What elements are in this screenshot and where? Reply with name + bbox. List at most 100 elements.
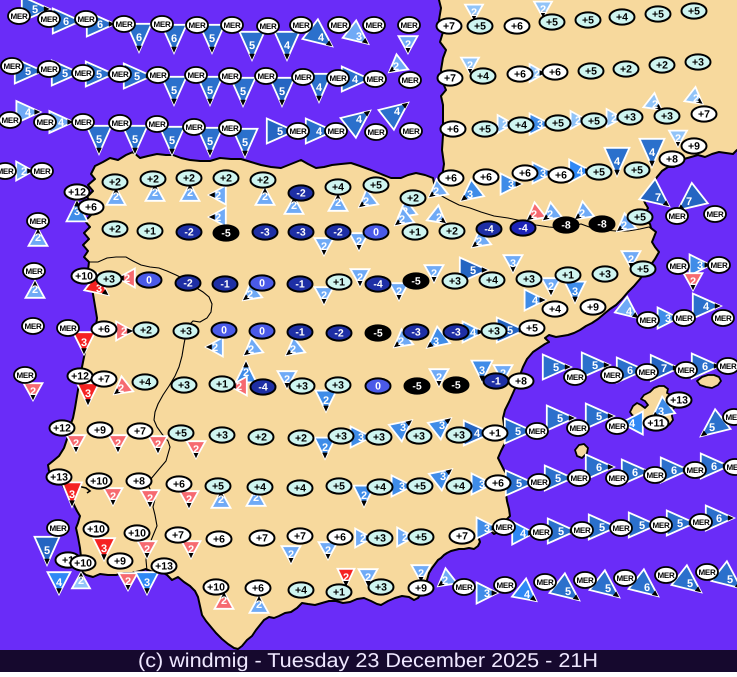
svg-text:-3: -3: [296, 226, 305, 238]
svg-text:+2: +2: [220, 172, 232, 184]
svg-text:MER: MER: [37, 118, 54, 127]
svg-text:+5: +5: [526, 322, 538, 334]
svg-text:3: 3: [85, 388, 91, 400]
svg-text:2: 2: [152, 187, 158, 199]
svg-text:+12: +12: [68, 186, 86, 198]
svg-text:MER: MER: [617, 574, 634, 583]
svg-text:5: 5: [596, 411, 602, 423]
svg-text:+4: +4: [515, 119, 527, 131]
svg-text:+9: +9: [94, 424, 106, 436]
svg-text:MER: MER: [570, 424, 587, 433]
svg-text:+5: +5: [546, 16, 558, 28]
svg-text:5: 5: [470, 265, 476, 277]
svg-text:MER: MER: [693, 518, 710, 527]
svg-text:MER: MER: [34, 167, 51, 176]
svg-text:2: 2: [325, 545, 331, 557]
svg-text:+5: +5: [631, 164, 643, 176]
svg-text:+2: +2: [109, 223, 121, 235]
svg-text:+5: +5: [652, 8, 664, 20]
svg-text:MER: MER: [11, 12, 28, 21]
svg-text:+9: +9: [114, 555, 126, 567]
svg-text:3: 3: [439, 420, 445, 432]
svg-text:MER: MER: [699, 568, 716, 577]
svg-text:2: 2: [321, 241, 327, 253]
svg-text:5: 5: [132, 134, 138, 146]
svg-text:+1: +1: [333, 276, 345, 288]
svg-text:MER: MER: [222, 72, 239, 81]
svg-text:5: 5: [134, 71, 140, 83]
svg-text:+6: +6: [98, 323, 110, 335]
svg-text:+5: +5: [479, 123, 491, 135]
svg-text:2: 2: [399, 214, 405, 226]
svg-text:6: 6: [171, 33, 177, 45]
svg-text:MER: MER: [25, 322, 42, 331]
svg-text:MER: MER: [571, 474, 588, 483]
svg-text:MER: MER: [456, 583, 473, 592]
svg-text:+7: +7: [456, 530, 468, 542]
svg-text:+1: +1: [333, 586, 345, 598]
svg-text:+4: +4: [294, 482, 306, 494]
svg-text:MER: MER: [328, 127, 345, 136]
svg-text:MER: MER: [609, 474, 626, 483]
svg-text:6: 6: [702, 361, 708, 373]
svg-text:5: 5: [555, 473, 561, 485]
svg-text:+3: +3: [661, 110, 673, 122]
svg-text:+3: +3: [453, 429, 465, 441]
svg-text:+5: +5: [688, 5, 700, 17]
svg-text:+3: +3: [178, 379, 190, 391]
svg-text:0: 0: [259, 325, 265, 337]
svg-text:MER: MER: [258, 72, 275, 81]
svg-text:MER: MER: [647, 471, 664, 480]
svg-text:MER: MER: [401, 21, 418, 30]
svg-text:2: 2: [357, 272, 363, 284]
svg-text:-1: -1: [220, 278, 229, 290]
svg-text:4: 4: [316, 126, 323, 138]
svg-text:MER: MER: [604, 371, 621, 380]
svg-text:5: 5: [558, 526, 564, 538]
svg-text:5: 5: [242, 137, 248, 149]
svg-text:MER: MER: [496, 523, 513, 532]
svg-text:2: 2: [534, 68, 540, 80]
svg-text:2: 2: [393, 61, 399, 73]
svg-text:+2: +2: [295, 432, 307, 444]
svg-text:MER: MER: [727, 463, 737, 472]
svg-text:2: 2: [124, 273, 130, 285]
svg-text:+4: +4: [486, 274, 498, 286]
svg-text:2: 2: [236, 381, 242, 393]
svg-text:+2: +2: [255, 431, 267, 443]
svg-text:2: 2: [147, 493, 153, 505]
svg-text:+3: +3: [413, 430, 425, 442]
svg-text:+3: +3: [692, 56, 704, 68]
svg-text:+10: +10: [128, 527, 146, 539]
svg-text:2: 2: [548, 281, 554, 293]
svg-text:2: 2: [110, 491, 116, 503]
svg-text:+3: +3: [624, 111, 636, 123]
svg-text:2: 2: [611, 113, 617, 125]
svg-text:+4: +4: [295, 584, 307, 596]
svg-text:3: 3: [537, 119, 543, 131]
svg-text:MER: MER: [613, 524, 630, 533]
svg-text:-5: -5: [221, 227, 230, 239]
svg-text:4: 4: [532, 295, 539, 307]
svg-text:+9: +9: [587, 301, 599, 313]
svg-text:-3: -3: [260, 226, 269, 238]
svg-text:MER: MER: [687, 466, 704, 475]
svg-text:+6: +6: [511, 20, 523, 32]
svg-text:2: 2: [575, 115, 581, 127]
svg-text:+6: +6: [549, 66, 561, 78]
svg-text:+6: +6: [555, 169, 567, 181]
svg-text:4: 4: [577, 166, 584, 178]
svg-text:+4: +4: [374, 481, 386, 493]
svg-text:0: 0: [259, 277, 265, 289]
svg-text:+12: +12: [71, 370, 89, 382]
svg-text:+2: +2: [257, 174, 269, 186]
svg-text:2: 2: [125, 576, 131, 588]
svg-text:+3: +3: [375, 581, 387, 593]
svg-text:4: 4: [56, 577, 63, 589]
svg-text:2: 2: [221, 595, 227, 607]
svg-text:+6: +6: [252, 582, 264, 594]
svg-text:MER: MER: [531, 478, 548, 487]
svg-text:0: 0: [221, 324, 227, 336]
svg-text:MER: MER: [116, 20, 133, 29]
svg-text:+8: +8: [133, 475, 145, 487]
